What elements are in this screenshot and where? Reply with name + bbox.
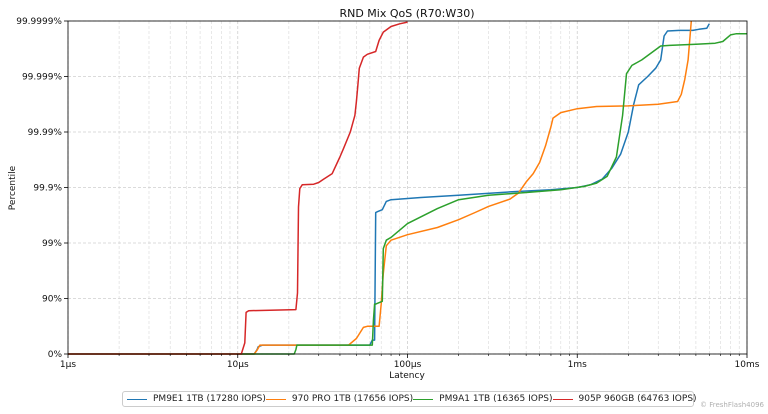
legend-swatch	[127, 398, 147, 400]
legend-label: PM9A1 1TB (16365 IOPS)	[439, 394, 553, 404]
axes: 1µs 10µs 100µs 1ms 10ms 0% 90% 99% 99.9% 99.99% 99…	[16, 17, 760, 370]
y-tick-label: 99.99%	[28, 128, 63, 138]
x-tick-label: 100µs	[394, 360, 422, 370]
legend-label: 970 PRO 1TB (17656 IOPS)	[291, 394, 414, 404]
legend-swatch	[265, 398, 286, 400]
y-tick-label: 99%	[42, 239, 62, 249]
series-lines	[68, 20, 747, 355]
x-tick-label: 10µs	[227, 360, 249, 370]
series-line-0	[68, 23, 710, 355]
y-tick-label: 99.999%	[22, 73, 62, 83]
x-tick-label: 1µs	[60, 360, 76, 370]
legend-swatch	[413, 398, 434, 400]
series-line-3	[68, 21, 408, 355]
chart-title: RND Mix QoS (R70:W30)	[339, 7, 474, 20]
y-tick-label: 99.9999%	[16, 17, 62, 27]
legend-label: PM9E1 1TB (17280 IOPS)	[153, 394, 266, 404]
grid	[67, 20, 748, 355]
legend-item: 970 PRO 1TB (17656 IOPS)	[265, 394, 414, 404]
legend-item: PM9E1 1TB (17280 IOPS)	[127, 394, 266, 404]
y-tick-label: 90%	[42, 295, 62, 305]
legend-item: 905P 960GB (64763 IOPS)	[552, 394, 697, 404]
legend: PM9E1 1TB (17280 IOPS) 970 PRO 1TB (17656…	[122, 391, 697, 407]
legend-item: PM9A1 1TB (16365 IOPS)	[413, 394, 553, 404]
series-line-1	[68, 20, 693, 355]
x-tick-label: 1ms	[568, 360, 587, 370]
x-axis-label: Latency	[389, 371, 425, 381]
y-tick-label: 0%	[48, 350, 63, 360]
watermark: © FreshFlash4096	[699, 401, 764, 409]
y-axis-label: Percentile	[8, 165, 18, 210]
x-tick-label: 10ms	[735, 360, 760, 370]
series-line-2	[68, 33, 747, 355]
y-tick-label: 99.9%	[33, 184, 62, 194]
legend-label: 905P 960GB (64763 IOPS)	[578, 394, 697, 404]
legend-swatch	[552, 398, 573, 400]
